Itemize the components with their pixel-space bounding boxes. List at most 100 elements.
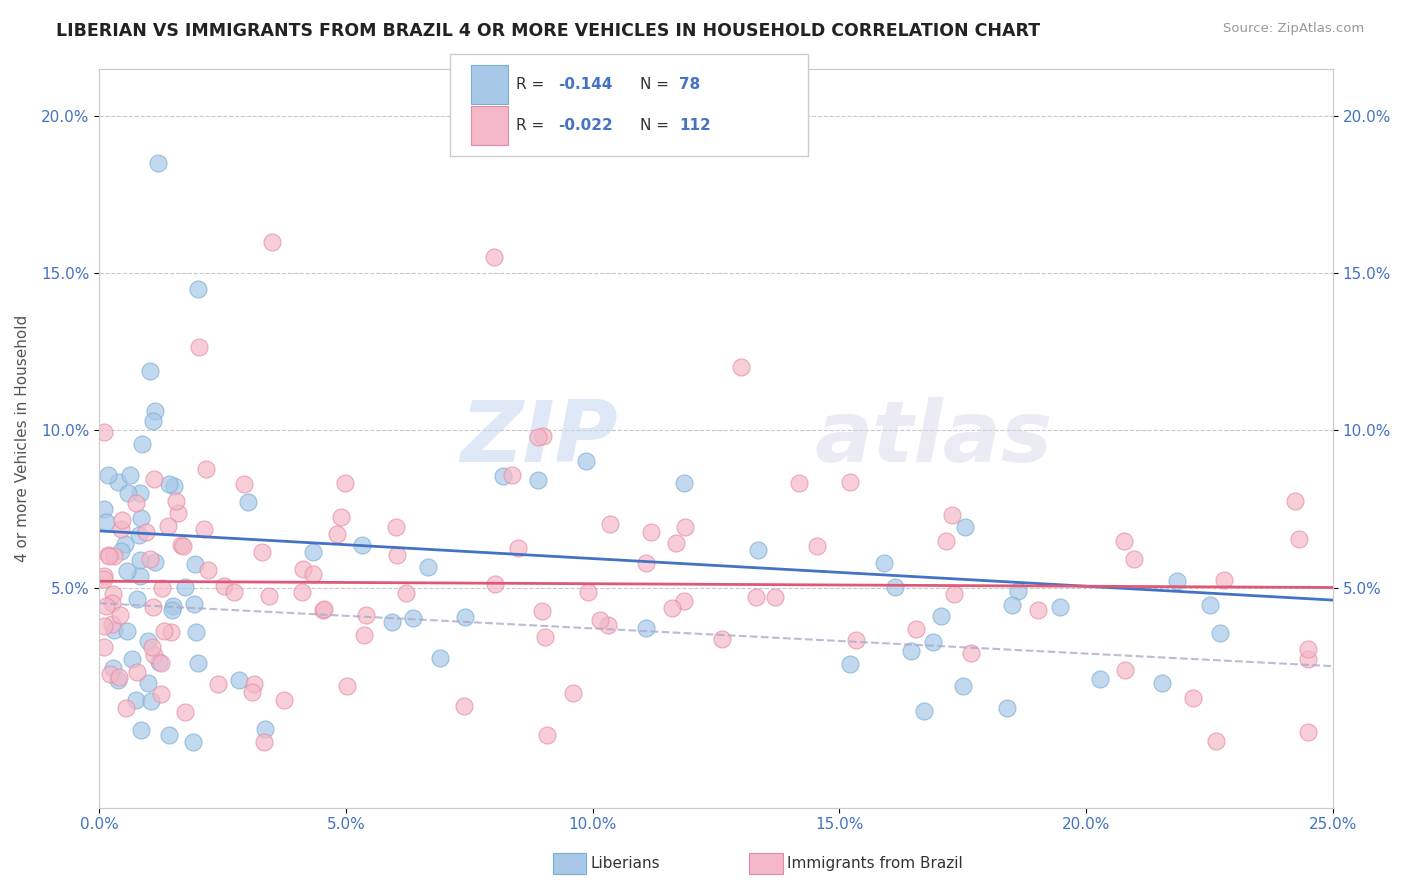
Point [135, 525, 157, 540]
Point [787, 476, 810, 491]
Point [636, 621, 658, 635]
Point [673, 519, 696, 533]
Text: N =: N = [640, 118, 673, 133]
Point [160, 603, 183, 617]
Point [960, 647, 983, 661]
Point [533, 631, 555, 645]
Point [136, 675, 159, 690]
Point [1049, 599, 1071, 614]
Point [1284, 493, 1306, 508]
Text: Immigrants from Brazil: Immigrants from Brazil [787, 856, 963, 871]
Point [101, 596, 124, 610]
Point [1213, 573, 1236, 587]
Point [111, 513, 134, 527]
Point [291, 585, 314, 599]
Point [163, 479, 186, 493]
Point [575, 454, 598, 468]
Point [673, 593, 696, 607]
Point [530, 604, 553, 618]
Point [107, 475, 129, 489]
Point [243, 677, 266, 691]
Point [187, 340, 209, 354]
Point [228, 673, 250, 688]
Point [97, 549, 120, 564]
Point [1122, 551, 1144, 566]
Point [103, 661, 125, 675]
Point [1296, 724, 1319, 739]
Point [97, 549, 120, 563]
Point [395, 586, 418, 600]
Text: -0.022: -0.022 [558, 118, 613, 133]
Point [143, 404, 166, 418]
Point [159, 729, 181, 743]
Point [508, 541, 530, 555]
Point [952, 679, 974, 693]
Point [93, 572, 115, 586]
Point [325, 527, 347, 541]
Point [661, 600, 683, 615]
Point [93, 425, 115, 439]
Point [193, 522, 215, 536]
Point [589, 613, 612, 627]
Point [165, 494, 187, 508]
Point [953, 520, 976, 534]
Point [117, 485, 139, 500]
Text: Source: ZipAtlas.com: Source: ZipAtlas.com [1223, 22, 1364, 36]
Point [385, 548, 408, 562]
Point [763, 590, 786, 604]
Point [167, 507, 190, 521]
Point [145, 556, 167, 570]
Point [1182, 690, 1205, 705]
Point [259, 589, 281, 603]
Text: -0.144: -0.144 [558, 77, 613, 92]
Point [97, 467, 120, 482]
Point [141, 640, 163, 654]
Point [900, 644, 922, 658]
Point [665, 536, 688, 550]
Point [1088, 672, 1111, 686]
Point [806, 539, 828, 553]
Point [120, 468, 142, 483]
Point [838, 475, 860, 490]
Point [673, 475, 696, 490]
Point [562, 685, 585, 699]
Point [745, 590, 768, 604]
Point [845, 632, 868, 647]
Point [128, 528, 150, 542]
Point [142, 414, 165, 428]
Point [117, 624, 139, 639]
Point [114, 536, 136, 550]
Y-axis label: 4 or more Vehicles in Household: 4 or more Vehicles in Household [15, 315, 30, 562]
Point [454, 609, 477, 624]
Point [157, 519, 180, 533]
Point [110, 544, 132, 558]
Point [381, 615, 404, 629]
Point [747, 542, 769, 557]
Point [149, 657, 172, 671]
Point [1209, 626, 1232, 640]
Point [402, 611, 425, 625]
Point [184, 625, 207, 640]
Point [711, 632, 734, 646]
Point [150, 687, 173, 701]
Point [131, 437, 153, 451]
Point [236, 494, 259, 508]
Point [941, 508, 963, 523]
Point [1007, 584, 1029, 599]
Point [884, 580, 907, 594]
Point [636, 556, 658, 570]
Point [1150, 676, 1173, 690]
Text: N =: N = [640, 77, 673, 92]
Point [273, 693, 295, 707]
Point [1166, 574, 1188, 588]
Point [943, 587, 966, 601]
Point [115, 564, 138, 578]
Point [904, 622, 927, 636]
Point [301, 545, 323, 559]
Point [181, 734, 204, 748]
Point [526, 473, 548, 487]
Text: LIBERIAN VS IMMIGRANTS FROM BRAZIL 4 OR MORE VEHICLES IN HOUSEHOLD CORRELATION C: LIBERIAN VS IMMIGRANTS FROM BRAZIL 4 OR … [56, 22, 1040, 40]
Point [302, 566, 325, 581]
Point [183, 557, 205, 571]
Point [103, 624, 125, 638]
